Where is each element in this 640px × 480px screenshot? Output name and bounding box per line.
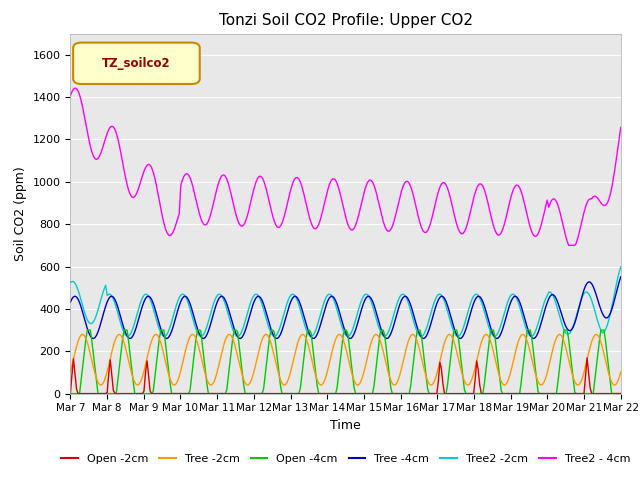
Tree -4cm bbox=[308, 336, 316, 341]
Tree -4cm bbox=[90, 336, 97, 341]
Open -4cm bbox=[232, 327, 240, 333]
Legend: Open -2cm, Tree -2cm, Open -4cm, Tree -4cm, Tree2 -2cm, Tree2 - 4cm: Open -2cm, Tree -2cm, Open -4cm, Tree -4… bbox=[57, 450, 634, 468]
Open -4cm bbox=[308, 344, 316, 349]
FancyBboxPatch shape bbox=[73, 43, 200, 84]
Line: Open -4cm: Open -4cm bbox=[70, 330, 621, 394]
Y-axis label: Soil CO2 (ppm): Soil CO2 (ppm) bbox=[14, 166, 27, 261]
Tree2 - 4cm bbox=[589, 194, 597, 200]
Tree2 - 4cm bbox=[136, 183, 143, 189]
Open -2cm bbox=[67, 391, 74, 396]
Tree -4cm bbox=[67, 300, 74, 305]
Tree -4cm bbox=[250, 298, 258, 304]
Tree2 -2cm bbox=[67, 280, 74, 286]
Open -4cm bbox=[83, 327, 91, 333]
Line: Tree2 -2cm: Tree2 -2cm bbox=[70, 267, 621, 336]
Tree -4cm bbox=[136, 313, 143, 319]
Open -2cm bbox=[617, 391, 625, 396]
Tree -2cm bbox=[249, 372, 257, 378]
Tree -2cm bbox=[589, 335, 597, 340]
Tree2 - 4cm bbox=[308, 224, 316, 229]
Open -2cm bbox=[583, 355, 591, 361]
Line: Tree2 - 4cm: Tree2 - 4cm bbox=[70, 88, 621, 245]
Tree -4cm bbox=[617, 274, 625, 280]
Tree -2cm bbox=[134, 382, 141, 388]
Open -2cm bbox=[230, 391, 238, 396]
Tree2 -2cm bbox=[617, 264, 625, 270]
Tree2 - 4cm bbox=[260, 178, 268, 183]
Open -2cm bbox=[588, 391, 595, 396]
Tree2 - 4cm bbox=[71, 85, 79, 91]
Open -2cm bbox=[134, 391, 141, 396]
Line: Tree -4cm: Tree -4cm bbox=[70, 277, 621, 338]
Tree2 -2cm bbox=[258, 301, 266, 307]
Open -2cm bbox=[307, 391, 315, 396]
Tree -2cm bbox=[230, 341, 238, 347]
Tree2 -2cm bbox=[307, 334, 315, 339]
Open -4cm bbox=[260, 386, 268, 392]
Tree2 - 4cm bbox=[565, 242, 573, 248]
Open -2cm bbox=[258, 391, 266, 396]
Open -4cm bbox=[67, 391, 74, 396]
Tree2 -2cm bbox=[230, 330, 238, 336]
Open -4cm bbox=[617, 391, 625, 396]
Tree2 -2cm bbox=[249, 294, 257, 300]
Tree2 - 4cm bbox=[67, 93, 74, 98]
X-axis label: Time: Time bbox=[330, 419, 361, 432]
Line: Open -2cm: Open -2cm bbox=[70, 358, 621, 394]
Open -4cm bbox=[250, 391, 258, 396]
Tree -2cm bbox=[307, 354, 315, 360]
Tree2 -2cm bbox=[308, 333, 316, 338]
Tree2 - 4cm bbox=[617, 124, 625, 130]
Tree -2cm bbox=[556, 331, 563, 337]
Tree2 -2cm bbox=[588, 298, 595, 303]
Tree -2cm bbox=[258, 337, 266, 343]
Open -2cm bbox=[249, 391, 257, 396]
Tree2 - 4cm bbox=[250, 184, 258, 190]
Tree -2cm bbox=[617, 369, 625, 375]
Tree2 - 4cm bbox=[232, 212, 240, 217]
Tree -2cm bbox=[67, 369, 74, 375]
Tree -4cm bbox=[588, 281, 595, 287]
Text: TZ_soilco2: TZ_soilco2 bbox=[102, 57, 171, 70]
Tree -4cm bbox=[260, 301, 268, 307]
Title: Tonzi Soil CO2 Profile: Upper CO2: Tonzi Soil CO2 Profile: Upper CO2 bbox=[219, 13, 472, 28]
Open -4cm bbox=[588, 391, 595, 396]
Open -4cm bbox=[136, 391, 143, 396]
Line: Tree -2cm: Tree -2cm bbox=[70, 334, 621, 385]
Tree -4cm bbox=[232, 331, 240, 336]
Tree2 -2cm bbox=[134, 309, 141, 314]
Tree -2cm bbox=[574, 382, 582, 388]
